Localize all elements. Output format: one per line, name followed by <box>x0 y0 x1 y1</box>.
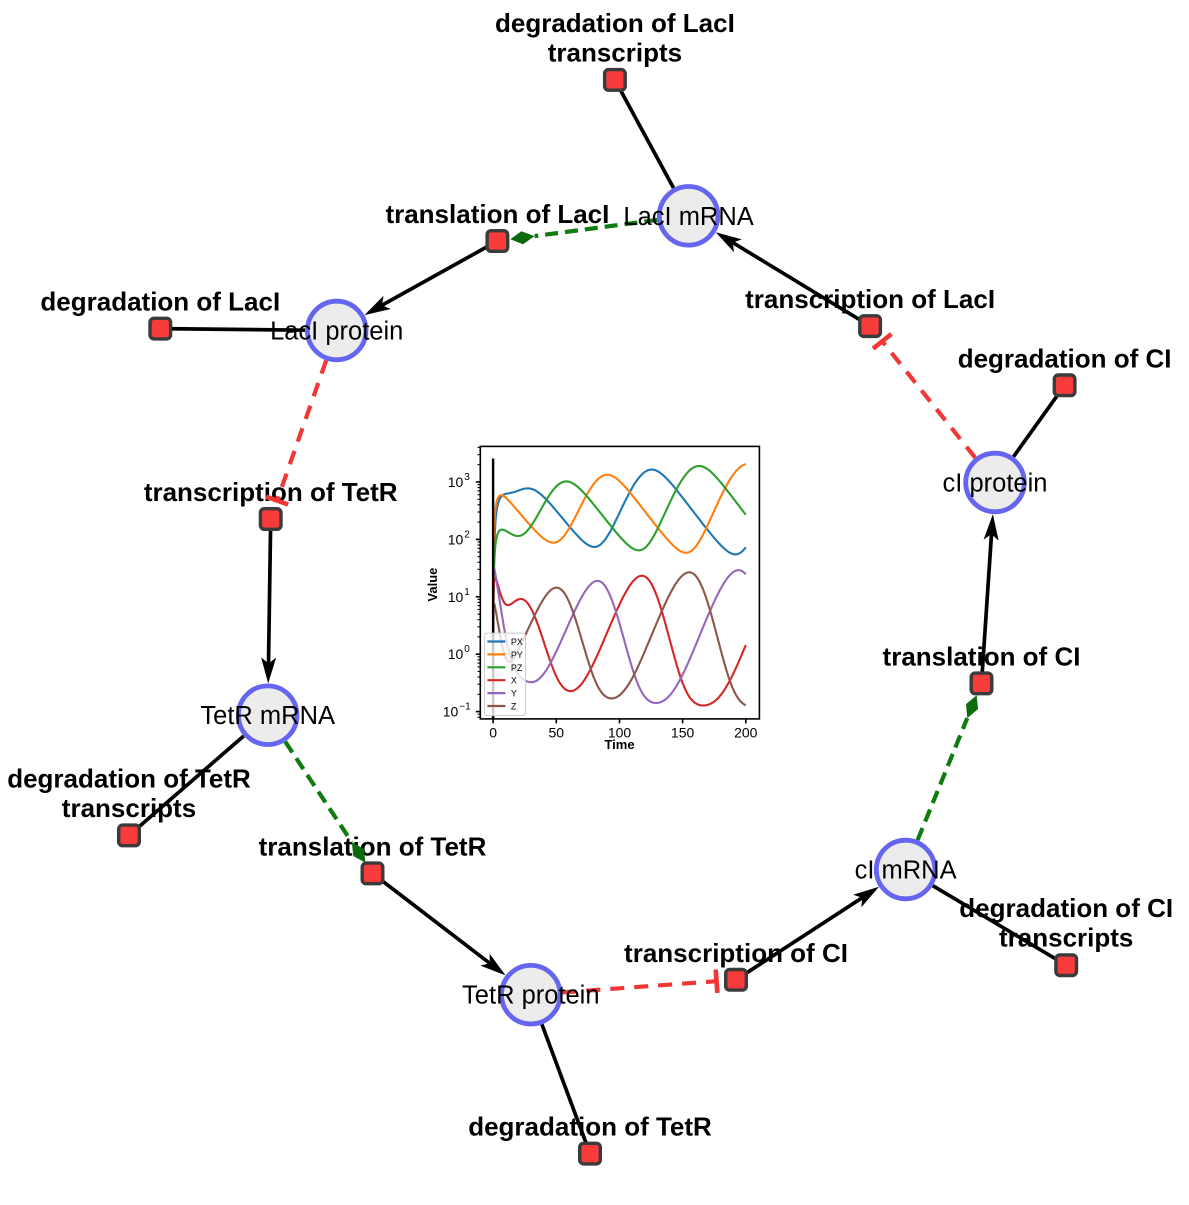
svg-text:cI protein: cI protein <box>943 470 1048 498</box>
svg-text:LacI protein: LacI protein <box>270 318 403 346</box>
svg-text:degradation of LacI: degradation of LacI <box>40 287 280 317</box>
svg-text:transcripts: transcripts <box>548 37 682 67</box>
svg-text:Time: Time <box>604 737 634 752</box>
svg-text:translation of TetR: translation of TetR <box>259 831 487 861</box>
svg-text:X: X <box>511 676 517 686</box>
svg-text:10: 10 <box>448 474 464 490</box>
svg-text:degradation of CI: degradation of CI <box>959 893 1173 923</box>
svg-text:Y: Y <box>511 689 517 699</box>
svg-text:degradation of TetR: degradation of TetR <box>468 1112 712 1142</box>
svg-text:transcription of CI: transcription of CI <box>624 938 848 968</box>
svg-text:200: 200 <box>734 724 758 740</box>
svg-text:150: 150 <box>671 724 695 740</box>
svg-text:2: 2 <box>464 529 470 540</box>
svg-text:transcripts: transcripts <box>62 793 196 823</box>
svg-text:50: 50 <box>549 724 565 740</box>
svg-text:10: 10 <box>448 589 464 605</box>
svg-text:10: 10 <box>448 531 464 547</box>
svg-text:transcription of TetR: transcription of TetR <box>144 477 398 507</box>
svg-text:transcription of LacI: transcription of LacI <box>745 284 995 314</box>
svg-text:Z: Z <box>511 702 517 712</box>
svg-text:PX: PX <box>511 637 523 647</box>
svg-text:degradation of TetR: degradation of TetR <box>7 763 251 793</box>
svg-text:1: 1 <box>464 587 470 598</box>
svg-text:−1: −1 <box>459 702 471 713</box>
svg-text:PY: PY <box>511 650 523 660</box>
svg-text:10: 10 <box>443 704 459 720</box>
svg-text:PZ: PZ <box>511 663 523 673</box>
svg-text:Value: Value <box>425 568 440 602</box>
svg-text:degradation of LacI: degradation of LacI <box>495 8 735 38</box>
svg-text:0: 0 <box>489 724 497 740</box>
svg-text:10: 10 <box>448 646 464 662</box>
svg-text:cI mRNA: cI mRNA <box>855 857 957 885</box>
svg-text:TetR protein: TetR protein <box>462 982 600 1010</box>
svg-text:3: 3 <box>464 472 470 483</box>
svg-text:0: 0 <box>464 644 470 655</box>
svg-text:100: 100 <box>608 724 632 740</box>
svg-text:TetR mRNA: TetR mRNA <box>200 702 335 730</box>
svg-text:translation of LacI: translation of LacI <box>385 199 609 229</box>
svg-text:degradation of CI: degradation of CI <box>958 343 1172 373</box>
svg-text:LacI mRNA: LacI mRNA <box>623 203 753 231</box>
